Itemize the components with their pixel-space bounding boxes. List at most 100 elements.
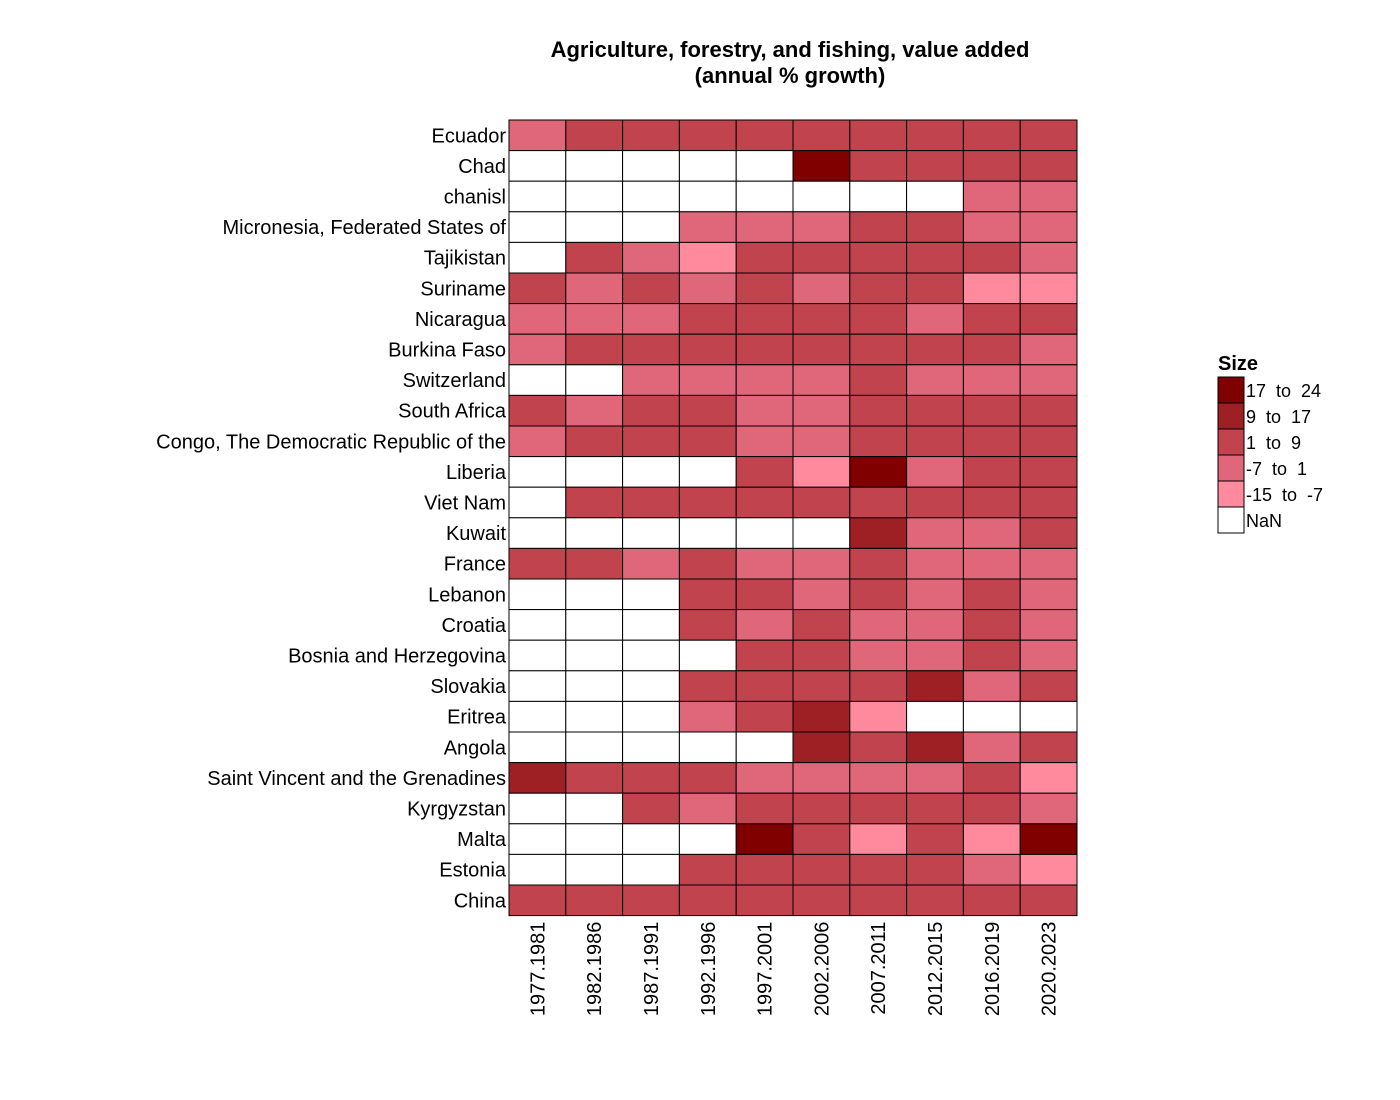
heatmap-cell	[962, 670, 1021, 702]
legend-swatch	[1217, 454, 1245, 482]
heatmap-cell	[622, 333, 680, 366]
heatmap-cell	[678, 670, 737, 702]
heatmap-cell	[849, 670, 908, 702]
heatmap-cell	[622, 578, 680, 611]
x-axis-label: 1982.1986	[584, 922, 606, 1017]
heatmap-cell	[906, 303, 964, 335]
heatmap-cell	[565, 119, 624, 152]
y-axis-label: Suriname	[420, 278, 506, 300]
heatmap-cell	[565, 364, 624, 396]
heatmap-cell	[622, 547, 680, 580]
heatmap-cell	[962, 884, 1021, 917]
heatmap-cell	[962, 731, 1021, 764]
heatmap-cell	[565, 609, 624, 641]
x-axis-label: 2002.2006	[811, 922, 833, 1017]
y-axis-label: Congo, The Democratic Republic of the	[156, 431, 506, 453]
legend-label: -15 to -7	[1246, 485, 1323, 505]
heatmap-cell	[508, 150, 567, 182]
heatmap-cell	[792, 639, 851, 672]
heatmap-cell	[508, 731, 567, 764]
heatmap-cell	[735, 547, 794, 580]
heatmap-cell	[1019, 211, 1078, 243]
heatmap-cell	[1019, 486, 1078, 519]
heatmap-cell	[508, 823, 567, 855]
y-axis-label: Lebanon	[428, 584, 506, 606]
heatmap-cell	[565, 150, 624, 182]
heatmap-cell	[962, 823, 1021, 855]
heatmap-cell	[1019, 517, 1078, 549]
heatmap-cell	[962, 333, 1021, 366]
heatmap-cell	[678, 884, 737, 917]
heatmap-cell	[1019, 853, 1078, 886]
heatmap-cell	[622, 425, 680, 458]
heatmap-cell	[1019, 150, 1078, 182]
heatmap-cell	[849, 180, 908, 213]
heatmap-cell	[792, 670, 851, 702]
heatmap-cell	[906, 762, 964, 794]
heatmap-cell	[962, 150, 1021, 182]
heatmap-cell	[849, 486, 908, 519]
heatmap-cell	[735, 762, 794, 794]
y-axis-label: South Africa	[398, 401, 507, 423]
heatmap-cell	[792, 517, 851, 549]
heatmap-cell	[565, 425, 624, 458]
heatmap-cell	[1019, 639, 1078, 672]
legend-swatch	[1217, 376, 1245, 404]
heatmap-cell	[678, 578, 737, 611]
heatmap-cell	[849, 700, 908, 733]
heatmap-cell	[735, 884, 794, 917]
y-axis-label: Chad	[458, 156, 506, 178]
x-axis-label: 2007.2011	[868, 922, 890, 1015]
heatmap-cell	[906, 578, 964, 611]
heatmap-cell	[906, 394, 964, 427]
heatmap-cell	[508, 364, 567, 396]
heatmap-cell	[1019, 303, 1078, 335]
heatmap-cell	[962, 456, 1021, 488]
heatmap-cell	[565, 333, 624, 366]
heatmap-cell	[565, 303, 624, 335]
heatmap-cell	[565, 731, 624, 764]
heatmap-cell	[906, 150, 964, 182]
heatmap-cell	[962, 609, 1021, 641]
heatmap-cell	[849, 456, 908, 488]
heatmap-cell	[962, 792, 1021, 825]
y-axis-label: chanisl	[444, 187, 506, 209]
heatmap-cell	[508, 180, 567, 213]
legend-swatch	[1217, 506, 1245, 534]
heatmap-cell	[565, 180, 624, 213]
heatmap-cell	[678, 333, 737, 366]
heatmap-cell	[678, 731, 737, 764]
heatmap-cell	[1019, 119, 1078, 152]
heatmap-cell	[792, 394, 851, 427]
heatmap-cell	[962, 364, 1021, 396]
heatmap-cell	[565, 241, 624, 274]
heatmap-cell	[906, 364, 964, 396]
heatmap-cell	[849, 394, 908, 427]
legend-label: 17 to 24	[1246, 381, 1321, 401]
chart-title-line-2: (annual % growth)	[695, 63, 886, 88]
y-axis-labels: Ecuador Chad chanisl Micronesia, Federated …	[156, 125, 507, 912]
heatmap-cell	[1019, 731, 1078, 764]
y-axis-label: Kyrgyzstan	[407, 799, 506, 821]
heatmap-cell	[849, 853, 908, 886]
heatmap-cell	[508, 609, 567, 641]
heatmap-cell	[565, 517, 624, 549]
legend: Size 17 to 24 9 to 17 1 to 9 -7 to 1 -15 to …	[1217, 353, 1323, 534]
x-axis-label: 1997.2001	[755, 922, 777, 1017]
heatmap-cell	[962, 180, 1021, 213]
heatmap-cell	[508, 639, 567, 672]
heatmap-cell	[508, 578, 567, 611]
legend-label: 9 to 17	[1246, 407, 1311, 427]
heatmap-cell	[565, 823, 624, 855]
heatmap-cell	[565, 578, 624, 611]
heatmap-cell	[565, 547, 624, 580]
heatmap-cell	[735, 394, 794, 427]
heatmap-cell	[849, 884, 908, 917]
heatmap-cell	[1019, 700, 1078, 733]
heatmap-cell	[735, 364, 794, 396]
y-axis-label: Micronesia, Federated States of	[223, 217, 507, 239]
x-axis-label: 1987.1991	[641, 922, 663, 1017]
heatmap-cell	[508, 486, 567, 519]
y-axis-label: Ecuador	[432, 125, 507, 147]
heatmap-cell	[906, 333, 964, 366]
